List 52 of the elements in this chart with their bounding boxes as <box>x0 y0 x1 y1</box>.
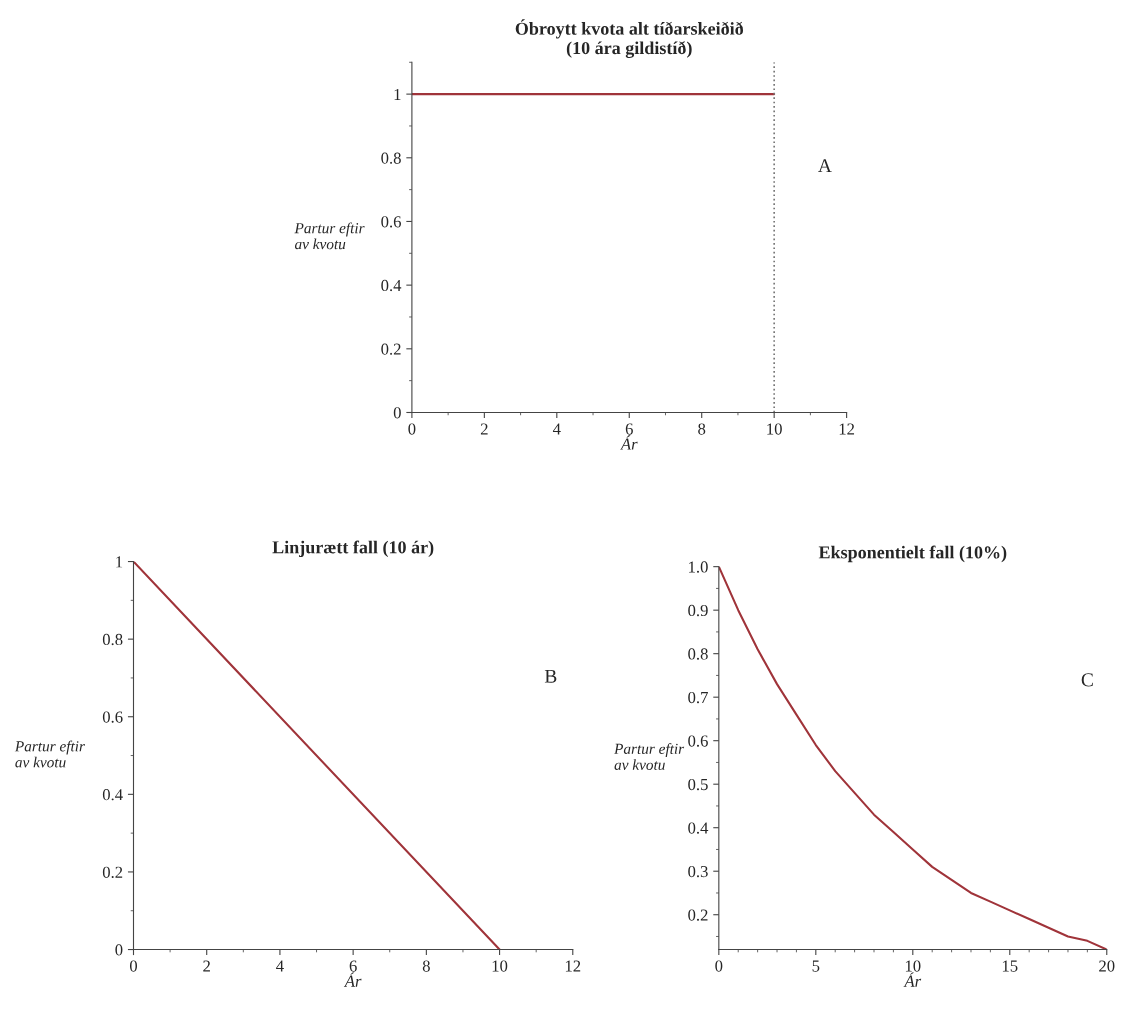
x-axis-title: Ár <box>343 972 362 987</box>
y-tick-label: 0.7 <box>688 691 708 704</box>
y-tick-label: 0.8 <box>102 633 123 646</box>
y-tick-label: 0.9 <box>688 604 708 617</box>
y-tick-label: 0 <box>393 407 401 419</box>
y-tick-label: 0.2 <box>381 343 401 355</box>
x-tick-label: 8 <box>422 960 430 972</box>
x-tick-label: 6 <box>625 423 633 435</box>
annotation: A <box>818 159 832 173</box>
y-tick-label: 0.4 <box>688 822 709 834</box>
x-tick-label: 4 <box>276 960 284 972</box>
x-tick-label: 12 <box>839 423 855 435</box>
y-tick-label: 0.4 <box>381 279 402 292</box>
x-tick-label: 10 <box>905 960 921 972</box>
y-tick-label: 1.0 <box>689 561 708 573</box>
y-axis-title: Partur eftir av kvotu <box>294 222 365 250</box>
x-tick-label: 4 <box>552 423 561 435</box>
y-tick-label: 0.6 <box>381 216 401 228</box>
y-axis-title: Partur eftir av kvotu <box>14 740 85 768</box>
y-tick-label: 0.3 <box>688 865 708 878</box>
y-tick-label: 0.2 <box>688 909 708 921</box>
x-tick-label: 2 <box>203 960 210 972</box>
x-tick-label: 10 <box>492 960 508 972</box>
chart-title: Óbroytt kvota alt tíðarskeiðið (10 ára gildistíð) <box>515 19 744 58</box>
y-tick-label: 0.2 <box>102 866 123 878</box>
x-tick-label: 15 <box>1002 960 1018 972</box>
y-tick-label: 0.6 <box>102 711 123 723</box>
x-tick-label: 5 <box>812 960 820 972</box>
x-axis-title: Ár <box>903 972 922 987</box>
x-tick-label: 10 <box>767 423 782 435</box>
y-axis-title: Partur eftir av kvotu <box>614 743 685 771</box>
x-tick-label: 6 <box>349 960 357 972</box>
x-tick-label: 20 <box>1099 960 1115 972</box>
y-tick-label: 0.8 <box>688 648 708 660</box>
y-tick-label: 1 <box>116 556 123 568</box>
x-tick-label: 0 <box>715 960 723 972</box>
y-tick-label: 0.6 <box>688 735 708 747</box>
y-tick-label: 0 <box>115 944 123 956</box>
y-tick-label: 0.5 <box>688 778 708 791</box>
x-tick-label: 2 <box>480 423 488 435</box>
chart-title: Linjurætt fall (10 ár) <box>272 540 434 558</box>
y-tick-label: 1 <box>394 88 401 100</box>
x-tick-label: 8 <box>698 423 706 435</box>
annotation: C <box>1081 673 1093 687</box>
y-tick-label: 0.4 <box>102 789 123 801</box>
annotation: B <box>544 669 557 683</box>
x-tick-label: 0 <box>408 423 416 435</box>
x-tick-label: 0 <box>129 960 138 972</box>
chart-title: Eksponentielt fall (10%) <box>818 545 1007 563</box>
y-tick-label: 0.8 <box>381 152 401 164</box>
x-axis-title: Ár <box>620 435 638 450</box>
x-tick-label: 12 <box>565 960 581 972</box>
